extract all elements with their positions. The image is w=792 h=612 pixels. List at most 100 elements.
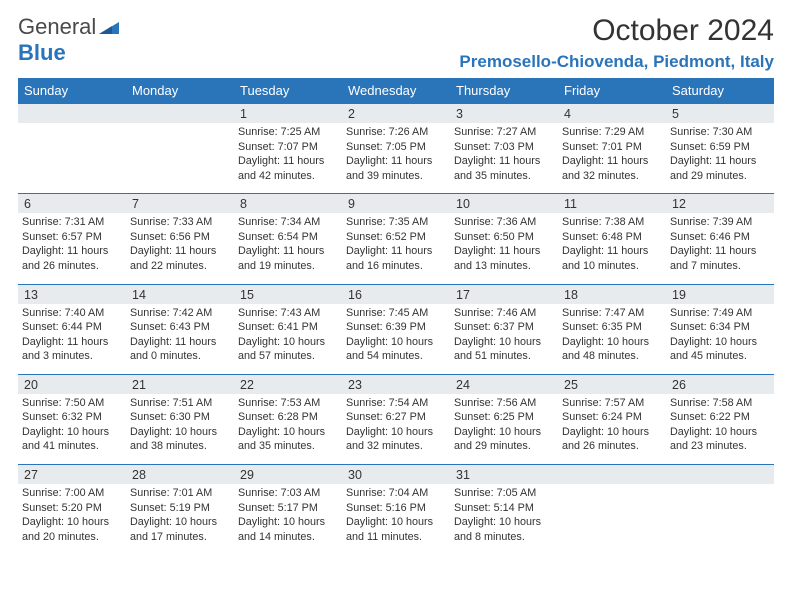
- data-row: Sunrise: 7:00 AMSunset: 5:20 PMDaylight:…: [18, 484, 774, 554]
- sunrise: Sunrise: 7:26 AM: [346, 125, 446, 140]
- logo-triangle-icon: [99, 14, 119, 39]
- day-number: 9: [342, 194, 450, 214]
- day-cell: Sunrise: 7:49 AMSunset: 6:34 PMDaylight:…: [666, 304, 774, 375]
- day-number: 15: [234, 284, 342, 304]
- day-cell: Sunrise: 7:25 AMSunset: 7:07 PMDaylight:…: [234, 123, 342, 194]
- calendar-table: Sunday Monday Tuesday Wednesday Thursday…: [18, 78, 774, 554]
- sunset: Sunset: 6:37 PM: [454, 320, 554, 335]
- daylight-1: Daylight: 10 hours: [238, 515, 338, 530]
- sunrise: Sunrise: 7:25 AM: [238, 125, 338, 140]
- day-cell: [558, 484, 666, 554]
- day-cell: [666, 484, 774, 554]
- daylight-1: Daylight: 11 hours: [346, 154, 446, 169]
- sunset: Sunset: 5:17 PM: [238, 501, 338, 516]
- day-number: 1: [234, 104, 342, 124]
- daylight-2: and 54 minutes.: [346, 349, 446, 364]
- daylight-1: Daylight: 10 hours: [130, 515, 230, 530]
- day-number: [18, 104, 126, 124]
- daylight-2: and 42 minutes.: [238, 169, 338, 184]
- daylight-2: and 48 minutes.: [562, 349, 662, 364]
- day-number: [558, 465, 666, 485]
- day-cell: Sunrise: 7:35 AMSunset: 6:52 PMDaylight:…: [342, 213, 450, 284]
- sunrise: Sunrise: 7:01 AM: [130, 486, 230, 501]
- day-number: 2: [342, 104, 450, 124]
- sunset: Sunset: 5:19 PM: [130, 501, 230, 516]
- day-cell: Sunrise: 7:54 AMSunset: 6:27 PMDaylight:…: [342, 394, 450, 465]
- sunrise: Sunrise: 7:30 AM: [670, 125, 770, 140]
- logo-text-1: General: [18, 14, 96, 39]
- sunrise: Sunrise: 7:05 AM: [454, 486, 554, 501]
- day-number: 23: [342, 374, 450, 394]
- day-number: 10: [450, 194, 558, 214]
- daylight-1: Daylight: 10 hours: [346, 335, 446, 350]
- day-cell: Sunrise: 7:30 AMSunset: 6:59 PMDaylight:…: [666, 123, 774, 194]
- day-number: 19: [666, 284, 774, 304]
- title-block: October 2024 Premosello-Chiovenda, Piedm…: [459, 14, 774, 72]
- day-cell: Sunrise: 7:36 AMSunset: 6:50 PMDaylight:…: [450, 213, 558, 284]
- daylight-1: Daylight: 10 hours: [562, 425, 662, 440]
- day-cell: Sunrise: 7:00 AMSunset: 5:20 PMDaylight:…: [18, 484, 126, 554]
- daylight-2: and 8 minutes.: [454, 530, 554, 545]
- day-cell: Sunrise: 7:43 AMSunset: 6:41 PMDaylight:…: [234, 304, 342, 375]
- daylight-1: Daylight: 11 hours: [670, 154, 770, 169]
- logo-text-2: Blue: [18, 40, 66, 65]
- daylight-1: Daylight: 10 hours: [130, 425, 230, 440]
- day-number: 28: [126, 465, 234, 485]
- daylight-1: Daylight: 11 hours: [22, 335, 122, 350]
- day-number: 7: [126, 194, 234, 214]
- daylight-1: Daylight: 10 hours: [346, 515, 446, 530]
- dow-wed: Wednesday: [342, 78, 450, 104]
- day-number: 13: [18, 284, 126, 304]
- day-cell: Sunrise: 7:50 AMSunset: 6:32 PMDaylight:…: [18, 394, 126, 465]
- sunset: Sunset: 6:34 PM: [670, 320, 770, 335]
- sunset: Sunset: 5:14 PM: [454, 501, 554, 516]
- dow-mon: Monday: [126, 78, 234, 104]
- sunrise: Sunrise: 7:40 AM: [22, 306, 122, 321]
- sunrise: Sunrise: 7:49 AM: [670, 306, 770, 321]
- daylight-1: Daylight: 11 hours: [454, 154, 554, 169]
- day-cell: Sunrise: 7:47 AMSunset: 6:35 PMDaylight:…: [558, 304, 666, 375]
- sunrise: Sunrise: 7:54 AM: [346, 396, 446, 411]
- daylight-2: and 20 minutes.: [22, 530, 122, 545]
- daynum-row: 6789101112: [18, 194, 774, 214]
- dow-fri: Friday: [558, 78, 666, 104]
- month-title: October 2024: [459, 14, 774, 48]
- daynum-row: 12345: [18, 104, 774, 124]
- sunset: Sunset: 6:30 PM: [130, 410, 230, 425]
- day-of-week-row: Sunday Monday Tuesday Wednesday Thursday…: [18, 78, 774, 104]
- day-cell: Sunrise: 7:51 AMSunset: 6:30 PMDaylight:…: [126, 394, 234, 465]
- daylight-2: and 3 minutes.: [22, 349, 122, 364]
- daylight-1: Daylight: 10 hours: [670, 335, 770, 350]
- sunset: Sunset: 6:44 PM: [22, 320, 122, 335]
- day-cell: Sunrise: 7:46 AMSunset: 6:37 PMDaylight:…: [450, 304, 558, 375]
- daylight-2: and 26 minutes.: [22, 259, 122, 274]
- daylight-2: and 10 minutes.: [562, 259, 662, 274]
- sunset: Sunset: 6:28 PM: [238, 410, 338, 425]
- sunset: Sunset: 6:50 PM: [454, 230, 554, 245]
- day-cell: Sunrise: 7:04 AMSunset: 5:16 PMDaylight:…: [342, 484, 450, 554]
- day-number: [126, 104, 234, 124]
- sunrise: Sunrise: 7:56 AM: [454, 396, 554, 411]
- logo: General Blue: [18, 14, 119, 66]
- day-number: 17: [450, 284, 558, 304]
- daylight-2: and 14 minutes.: [238, 530, 338, 545]
- sunset: Sunset: 6:32 PM: [22, 410, 122, 425]
- day-number: 4: [558, 104, 666, 124]
- sunset: Sunset: 7:05 PM: [346, 140, 446, 155]
- day-cell: Sunrise: 7:26 AMSunset: 7:05 PMDaylight:…: [342, 123, 450, 194]
- daylight-1: Daylight: 10 hours: [454, 425, 554, 440]
- day-cell: Sunrise: 7:57 AMSunset: 6:24 PMDaylight:…: [558, 394, 666, 465]
- daylight-1: Daylight: 10 hours: [22, 515, 122, 530]
- daylight-2: and 51 minutes.: [454, 349, 554, 364]
- day-cell: Sunrise: 7:38 AMSunset: 6:48 PMDaylight:…: [558, 213, 666, 284]
- day-number: 24: [450, 374, 558, 394]
- sunset: Sunset: 6:22 PM: [670, 410, 770, 425]
- daylight-1: Daylight: 10 hours: [238, 425, 338, 440]
- daylight-2: and 35 minutes.: [238, 439, 338, 454]
- daylight-1: Daylight: 10 hours: [454, 335, 554, 350]
- sunrise: Sunrise: 7:50 AM: [22, 396, 122, 411]
- day-number: 27: [18, 465, 126, 485]
- daylight-2: and 29 minutes.: [670, 169, 770, 184]
- day-number: [666, 465, 774, 485]
- sunset: Sunset: 5:20 PM: [22, 501, 122, 516]
